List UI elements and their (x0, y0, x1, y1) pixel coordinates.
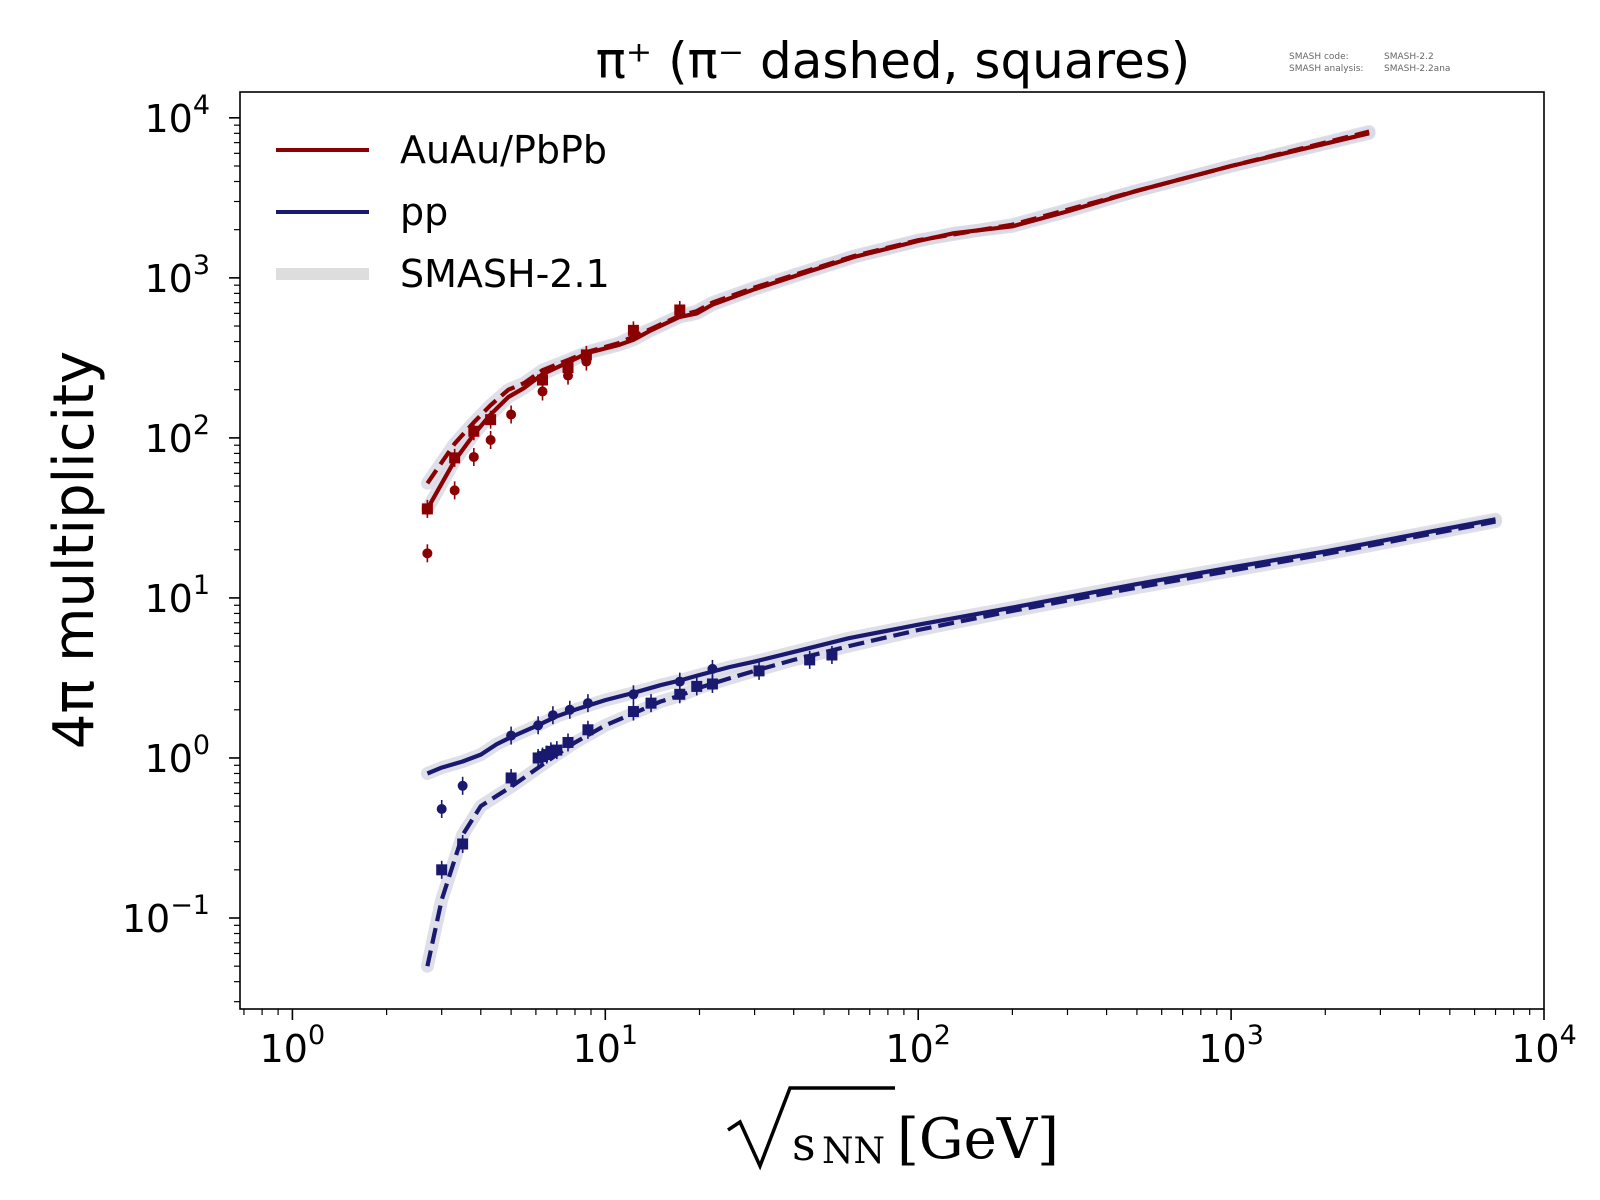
y-tick-label: 101 (144, 570, 210, 621)
x-label-subscript: NN (822, 1131, 885, 1172)
line-pp-dashed (425, 519, 1496, 967)
y-axis-label: 4π multiplicity (42, 351, 107, 749)
marker-pp-circle (582, 698, 593, 709)
marker-heavy-square (537, 374, 549, 386)
info-label-code: SMASH code: (1289, 52, 1349, 62)
marker-pp-square (562, 736, 574, 748)
x-tick-label: 101 (573, 1020, 639, 1071)
x-tick-label: 100 (260, 1020, 326, 1071)
marker-pp-square (457, 838, 469, 850)
x-label-unit: [GeV] (897, 1107, 1059, 1172)
line-heavy-dashed (425, 129, 1370, 485)
marker-pp-circle (628, 689, 639, 700)
marker-pp-circle (674, 676, 685, 687)
y-tick-label: 100 (144, 730, 210, 781)
x-label-radicand: s (792, 1117, 816, 1171)
y-tick-label: 103 (144, 250, 210, 301)
marker-pp-circle (547, 710, 558, 721)
y-tick-label: 102 (144, 410, 210, 461)
marker-pp-square (674, 688, 686, 700)
marker-pp-circle (506, 730, 517, 741)
marker-pp-square (645, 697, 657, 709)
marker-pp-square (582, 724, 594, 736)
marker-heavy-square (580, 349, 592, 361)
marker-pp-circle (457, 780, 468, 791)
info-box: SMASH code: SMASH-2.2 SMASH analysis: SM… (1289, 52, 1450, 74)
info-value-analysis: SMASH-2.2ana (1384, 64, 1450, 74)
marker-heavy-circle (485, 435, 496, 446)
marker-pp-circle (564, 704, 575, 715)
y-tick-label: 104 (144, 90, 210, 141)
legend-label-smash: SMASH-2.1 (400, 252, 610, 296)
marker-heavy-square (468, 425, 480, 437)
marker-heavy-square (627, 324, 639, 336)
info-value-code: SMASH-2.2 (1384, 52, 1434, 62)
y-tick-label: 10−1 (122, 890, 210, 941)
marker-heavy-circle (449, 485, 460, 496)
marker-pp-square (551, 744, 563, 756)
chart-title: π⁺ (π⁻ dashed, squares) (596, 32, 1191, 90)
marker-pp-square (627, 706, 639, 718)
marker-pp-square (804, 654, 816, 666)
marker-pp-square (545, 745, 557, 757)
marker-heavy-square (449, 452, 461, 464)
marker-heavy-square (562, 362, 574, 374)
x-axis: 100 101 102 103 104 (243, 1009, 1577, 1071)
marker-pp-circle (707, 663, 718, 674)
x-tick-label: 102 (885, 1020, 951, 1071)
legend-label-auau: AuAu/PbPb (400, 128, 607, 172)
y-axis: 10−1 100 101 102 103 104 (122, 90, 240, 1003)
marker-pp-square (826, 649, 838, 661)
marker-pp-circle (533, 720, 544, 731)
line-pp-solid (426, 517, 1496, 776)
marker-heavy-circle (506, 409, 517, 420)
x-tick-label: 103 (1198, 1020, 1264, 1071)
marker-heavy-circle (537, 386, 548, 397)
marker-pp-square (706, 678, 718, 690)
marker-pp-square (436, 864, 448, 876)
x-label-root-sign (727, 1086, 895, 1171)
data-markers (421, 300, 838, 879)
marker-heavy-square (421, 503, 433, 515)
marker-pp-square (505, 772, 517, 784)
marker-heavy-square (674, 304, 686, 316)
marker-heavy-square (485, 414, 497, 426)
legend-label-pp: pp (400, 190, 448, 234)
info-label-analysis: SMASH analysis: (1289, 64, 1363, 74)
x-axis-label: s NN [GeV] (727, 1086, 1059, 1172)
marker-pp-square (691, 680, 703, 692)
legend: AuAu/PbPb pp SMASH-2.1 (276, 128, 610, 296)
marker-heavy-circle (468, 451, 479, 462)
marker-pp-square (753, 665, 765, 677)
marker-pp-circle (436, 803, 447, 814)
x-tick-label: 104 (1511, 1020, 1577, 1071)
plot-frame (239, 91, 1545, 1010)
marker-heavy-circle (422, 548, 433, 559)
